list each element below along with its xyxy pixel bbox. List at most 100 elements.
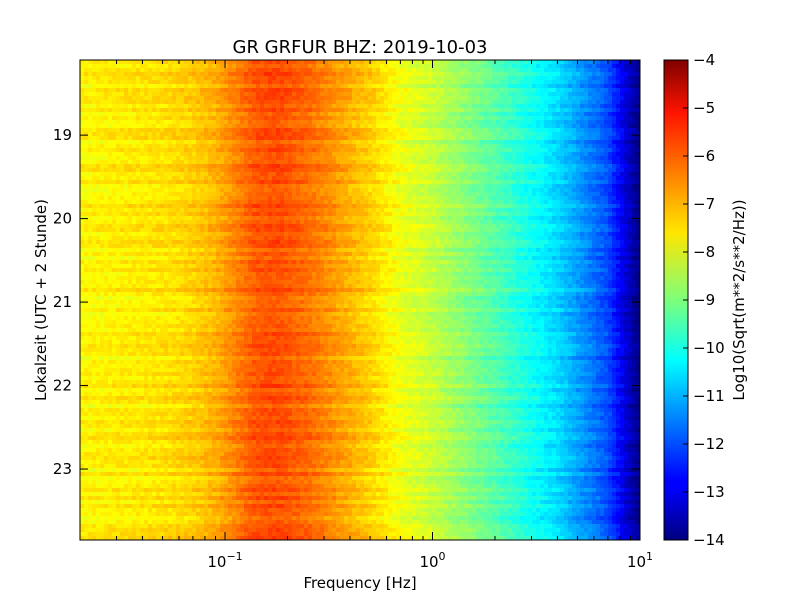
heatmap-cell [136,520,141,525]
heatmap-cell [192,452,197,457]
heatmap-cell [228,536,233,540]
heatmap-cell [128,232,133,237]
heatmap-cell [232,96,237,101]
heatmap-cell [124,428,129,433]
heatmap-cell [172,148,177,153]
heatmap-cell [160,508,165,513]
heatmap-cell [160,532,165,537]
heatmap-cell [240,500,245,505]
heatmap-cell [244,300,249,305]
heatmap-cell [152,416,157,421]
heatmap-cell [116,368,121,373]
heatmap-cell [164,484,169,489]
heatmap-cell [208,512,213,517]
heatmap-cell [232,292,237,297]
heatmap-cell [96,60,101,65]
heatmap-cell [92,112,97,117]
heatmap-cell [204,372,209,377]
heatmap-cell [88,372,93,377]
heatmap-cell [232,468,237,473]
heatmap-cell [116,320,121,325]
heatmap-cell [152,156,157,161]
heatmap-cell [240,384,245,389]
heatmap-cell [100,64,105,69]
heatmap-cell [104,248,109,253]
heatmap-cell [80,248,85,253]
heatmap-cell [156,400,161,405]
heatmap-cell [88,496,93,501]
heatmap-cell [100,172,105,177]
heatmap-cell [128,388,133,393]
heatmap-cell [172,344,177,349]
heatmap-cell [240,164,245,169]
heatmap-cell [108,408,113,413]
heatmap-cell [140,324,145,329]
heatmap-cell [88,68,93,73]
heatmap-cell [104,428,109,433]
heatmap-cell [128,420,133,425]
heatmap-cell [184,116,189,121]
heatmap-cell [136,336,141,341]
heatmap-cell [168,488,173,493]
heatmap-cell [108,244,113,249]
heatmap-cell [220,416,225,421]
heatmap-cell [232,364,237,369]
heatmap-cell [168,264,173,269]
heatmap-cell [244,224,249,229]
heatmap-cell [160,324,165,329]
heatmap-cell [84,228,89,233]
heatmap-cell [216,484,221,489]
heatmap-cell [236,304,241,309]
heatmap-cell [244,216,249,221]
heatmap-cell [184,188,189,193]
heatmap-cell [216,264,221,269]
heatmap-cell [84,324,89,329]
heatmap-cell [224,396,229,401]
heatmap-cell [224,336,229,341]
heatmap-cell [192,232,197,237]
heatmap-cell [212,104,217,109]
heatmap-cell [84,304,89,309]
heatmap-cell [84,396,89,401]
heatmap-cell [240,100,245,105]
heatmap-cell [240,108,245,113]
heatmap-cell [172,396,177,401]
heatmap-cell [160,296,165,301]
heatmap-cell [96,248,101,253]
heatmap-cell [184,280,189,285]
heatmap-cell [144,136,149,141]
heatmap-cell [184,380,189,385]
heatmap-cell [180,108,185,113]
heatmap-cell [88,256,93,261]
heatmap-cell [228,256,233,261]
heatmap-cell [172,192,177,197]
heatmap-cell [208,524,213,529]
heatmap-cell [164,420,169,425]
heatmap-cell [172,536,177,540]
heatmap-cell [148,92,153,97]
heatmap-cell [116,276,121,281]
heatmap-cell [180,376,185,381]
heatmap-cell [124,120,129,125]
heatmap-cell [236,144,241,149]
heatmap-cell [108,320,113,325]
heatmap-cell [120,468,125,473]
heatmap-cell [132,356,137,361]
heatmap-cell [88,268,93,273]
heatmap-cell [148,176,153,181]
heatmap-cell [92,380,97,385]
heatmap-cell [88,144,93,149]
heatmap-cell [180,92,185,97]
heatmap-cell [108,100,113,105]
heatmap-cell [156,364,161,369]
heatmap-cell [180,324,185,329]
heatmap-cell [116,432,121,437]
heatmap-cell [108,364,113,369]
heatmap-cell [188,176,193,181]
heatmap-cell [148,532,153,537]
heatmap-cell [144,420,149,425]
heatmap-cell [164,272,169,277]
heatmap-cell [240,508,245,513]
heatmap-cell [160,360,165,365]
heatmap-cell [168,392,173,397]
